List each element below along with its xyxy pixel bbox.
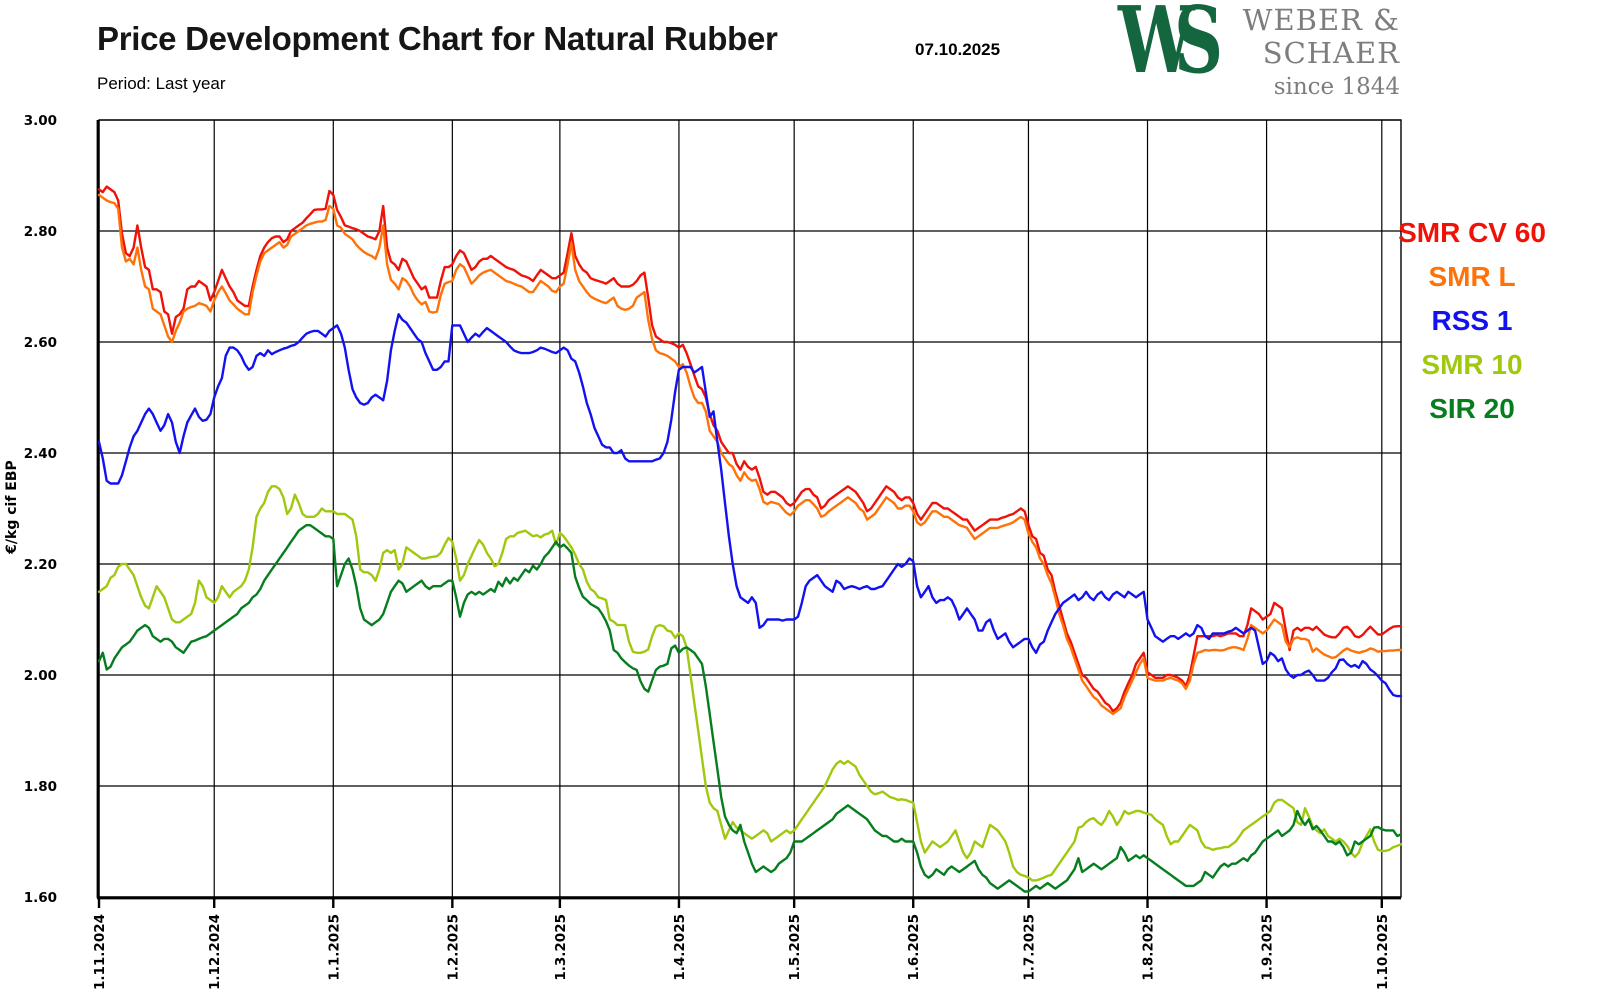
x-tick-label: 1.11.2024	[92, 914, 108, 990]
x-tick-label: 1.1.2025	[326, 914, 342, 981]
y-tick-label: 1.80	[24, 779, 57, 795]
legend-item-sir-20: SIR 20	[1429, 393, 1515, 424]
x-tick-label: 1.6.2025	[906, 914, 922, 981]
logo-company-name-2: SCHAER	[1262, 36, 1400, 70]
x-tick-label: 1.8.2025	[1141, 914, 1157, 981]
company-logo: WS WEBER & SCHAER since 1844	[1100, 0, 1400, 114]
series-line-sir-20	[97, 524, 1403, 893]
x-axis-labels: 1.11.2024 1.12.2024 1.1.2025 1.2.2025 1.3.20…	[92, 899, 1391, 990]
series-line-rss-1	[97, 313, 1403, 698]
y-tick-label: 1.60	[24, 890, 57, 906]
x-tick-label: 1.5.2025	[787, 914, 803, 981]
logo-text: WEBER & SCHAER since 1844	[1243, 6, 1400, 99]
logo-company-name-1: WEBER &	[1242, 3, 1400, 37]
gridlines	[98, 119, 1401, 898]
x-tick-label: 1.10.2025	[1375, 914, 1391, 990]
y-tick-label: 2.20	[24, 557, 57, 573]
y-axis-title: €/kg cif EBP	[4, 460, 20, 555]
y-tick-label: 2.80	[24, 224, 57, 240]
series-line-smr-cv-60	[97, 185, 1403, 713]
x-tick-label: 1.7.2025	[1021, 914, 1037, 981]
x-tick-label: 1.2.2025	[445, 914, 461, 981]
x-tick-label: 1.9.2025	[1260, 914, 1276, 981]
legend-item-smr-l: SMR L	[1428, 261, 1516, 292]
y-tick-label: 3.00	[24, 113, 57, 129]
x-tick-label: 1.12.2024	[207, 914, 223, 990]
chart-legend: SMR CV 60 SMR L RSS 1 SMR 10 SIR 20	[1392, 211, 1552, 431]
axes	[96, 119, 1402, 900]
page-title: Price Development Chart for Natural Rubb…	[97, 20, 778, 57]
legend-item-smr-cv-60: SMR CV 60	[1398, 217, 1546, 248]
period-label: Period: Last year	[97, 74, 226, 93]
report-date: 07.10.2025	[915, 40, 1001, 59]
x-tick-label: 1.3.2025	[553, 914, 569, 981]
legend-item-rss-1: RSS 1	[1431, 305, 1513, 336]
y-tick-label: 2.00	[24, 668, 57, 684]
y-tick-label: 2.60	[24, 335, 57, 351]
y-axis-labels: 3.00 2.80 2.60 2.40 2.20 2.00 1.80 1.60	[24, 113, 57, 906]
logo-tagline: since 1844	[1273, 74, 1400, 100]
legend-item-smr-10: SMR 10	[1421, 349, 1523, 380]
series-line-smr-l	[97, 193, 1403, 716]
series-line-smr-10	[97, 485, 1403, 882]
x-tick-label: 1.4.2025	[672, 914, 688, 981]
y-tick-label: 2.40	[24, 446, 57, 462]
